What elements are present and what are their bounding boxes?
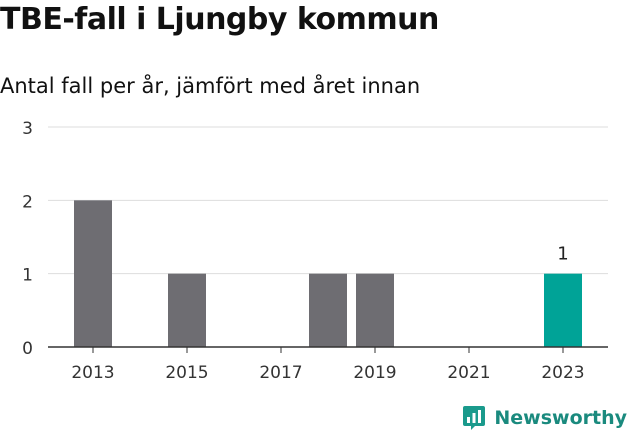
y-tick-label: 2 — [22, 192, 33, 212]
bar-2023 — [544, 273, 582, 347]
newsworthy-bar-chart-icon — [463, 406, 486, 430]
bar-2015 — [168, 273, 206, 347]
x-tick-label: 2015 — [165, 363, 208, 383]
data-label-2023: 1 — [557, 244, 568, 265]
chart-title: TBE-fall i Ljungby kommun — [0, 2, 439, 37]
bar-2013 — [74, 200, 112, 347]
data-labels: 1 — [557, 244, 568, 265]
y-tick-label: 3 — [22, 119, 33, 139]
bars — [74, 200, 582, 347]
bar-2019 — [356, 273, 394, 347]
grid-lines — [48, 126, 608, 275]
brand-name: Newsworthy — [494, 407, 627, 429]
x-axis-ticks: 2013 2015 2017 2019 2021 2023 — [71, 347, 585, 383]
chart-subtitle: Antal fall per år, jämfört med året inna… — [0, 74, 421, 98]
bar-2018 — [309, 273, 347, 347]
x-tick-label: 2013 — [71, 363, 114, 383]
y-tick-label: 0 — [22, 339, 33, 359]
x-tick-label: 2017 — [259, 363, 302, 383]
x-tick-label: 2019 — [353, 363, 396, 383]
x-tick-label: 2023 — [541, 363, 584, 383]
y-axis-ticks: 0 1 2 3 — [22, 119, 33, 359]
x-tick-label: 2021 — [447, 363, 490, 383]
y-tick-label: 1 — [22, 266, 33, 286]
brand-logo: Newsworthy — [462, 405, 627, 431]
